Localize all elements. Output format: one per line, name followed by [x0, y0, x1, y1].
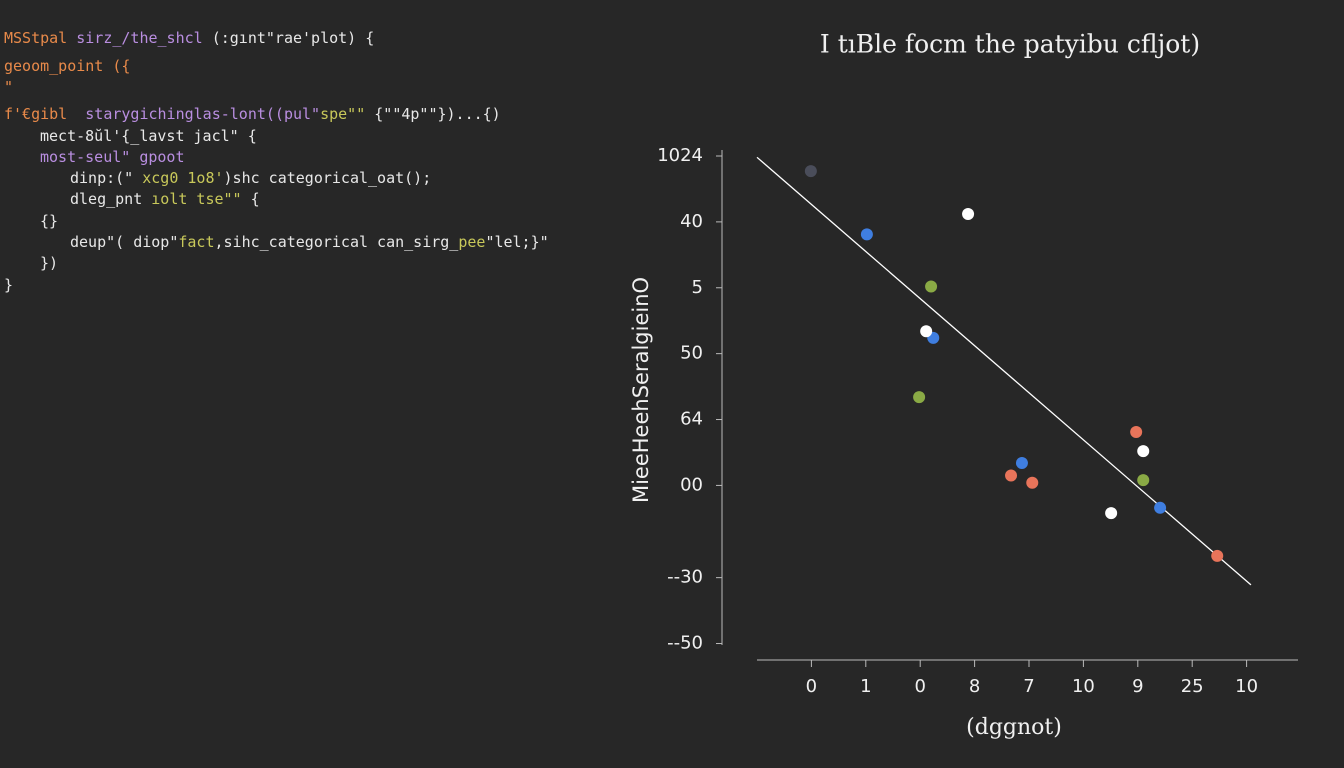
code-token: "lel;}"	[485, 233, 549, 252]
code-token: spe""	[320, 105, 366, 124]
scatter-point	[1137, 445, 1150, 458]
x-tick-label: 9	[1132, 676, 1143, 697]
x-tick-label: 25	[1181, 676, 1204, 697]
code-token: f'€gibl	[4, 105, 68, 124]
scatter-point	[1130, 426, 1143, 439]
code-token: sirz_/the_shcl	[67, 29, 203, 47]
code-token: MSStpal	[4, 29, 68, 47]
y-tick-label: 40	[680, 211, 703, 232]
code-token: dinp:("	[70, 169, 134, 188]
x-tick-label: 10	[1235, 676, 1258, 697]
code-line: "	[4, 78, 14, 97]
code-editor: MSStpal sirz_/the_shcl (:gınt"rae'plot) …	[4, 28, 549, 296]
code-line: f'€gibl starygichinglas-lont((pul"spe"" …	[4, 104, 549, 125]
scatter-point	[962, 207, 975, 220]
scatter-point	[925, 280, 938, 293]
scatter-point	[1005, 469, 1018, 482]
scatter-point	[913, 391, 926, 404]
scatter-point	[1154, 501, 1167, 514]
code-line: })	[40, 254, 59, 273]
scatter-point	[920, 325, 933, 338]
scatter-point	[1105, 507, 1118, 520]
x-tick-label: 0	[914, 676, 925, 697]
scatter-point	[1211, 549, 1224, 562]
x-tick-label: 0	[806, 676, 817, 697]
code-line: most-seul" gpoot	[40, 147, 185, 166]
trend-line	[756, 156, 1252, 586]
code-line: dinp:(" xcg0 1o8')shc categorical_oat();	[4, 168, 549, 189]
code-token: deup"( diop"	[70, 233, 179, 252]
code-line: }	[4, 275, 14, 294]
code-token: xcg0 1o8'	[133, 169, 224, 188]
x-tick-label: 10	[1072, 676, 1095, 697]
code-token: )shc categorical_oat();	[223, 169, 432, 188]
code-token: {""4p""})...{)	[365, 105, 501, 124]
scatter-point	[1026, 476, 1039, 489]
scatter-point	[860, 228, 873, 241]
code-token: {	[241, 190, 260, 209]
x-tick-label: 8	[969, 676, 980, 697]
code-token: ,sihc_categorical can_sirg_	[214, 233, 459, 252]
code-line: geoom_point ({	[4, 57, 131, 75]
code-line: mect-8ŭl'{_lavst jacl" {	[40, 126, 257, 145]
code-line: deup"( diop"fact,sihc_categorical can_si…	[4, 232, 549, 253]
scatter-point	[1137, 474, 1150, 487]
scatter-point	[804, 165, 817, 178]
code-line: MSStpal sirz_/the_shcl (:gınt"rae'plot) …	[4, 28, 549, 56]
code-line: dleg_pnt ıolt tse"" {	[4, 189, 549, 210]
chart-title: I tıBle focm the patyibu cfljot)	[820, 30, 1200, 59]
x-tick-label: 7	[1023, 676, 1034, 697]
y-tick-label: 50	[680, 343, 703, 364]
code-token: (:gınt"rae'plot) {	[202, 29, 375, 47]
code-token: starygichinglas-lont((pul"	[67, 105, 321, 124]
y-tick-label: 5	[692, 277, 703, 298]
y-tick-label: -‐30	[667, 567, 703, 588]
code-token: fact	[178, 233, 215, 252]
code-token: pee	[458, 233, 486, 252]
code-token: dleg_pnt	[70, 190, 143, 209]
x-axis-label: (dggnot)	[966, 715, 1062, 740]
y-tick-label: -‐50	[667, 633, 703, 654]
code-line: {}	[40, 211, 59, 230]
code-token: ıolt tse""	[142, 190, 242, 209]
y-tick-label: 1024	[657, 145, 703, 166]
y-axis-label: MieeHeehSeralgieinO	[629, 277, 653, 503]
y-tick-label: 00	[680, 474, 703, 495]
y-tick-label: 64	[680, 409, 703, 430]
scatter-point	[1015, 457, 1028, 470]
x-tick-label: 1	[860, 676, 871, 697]
